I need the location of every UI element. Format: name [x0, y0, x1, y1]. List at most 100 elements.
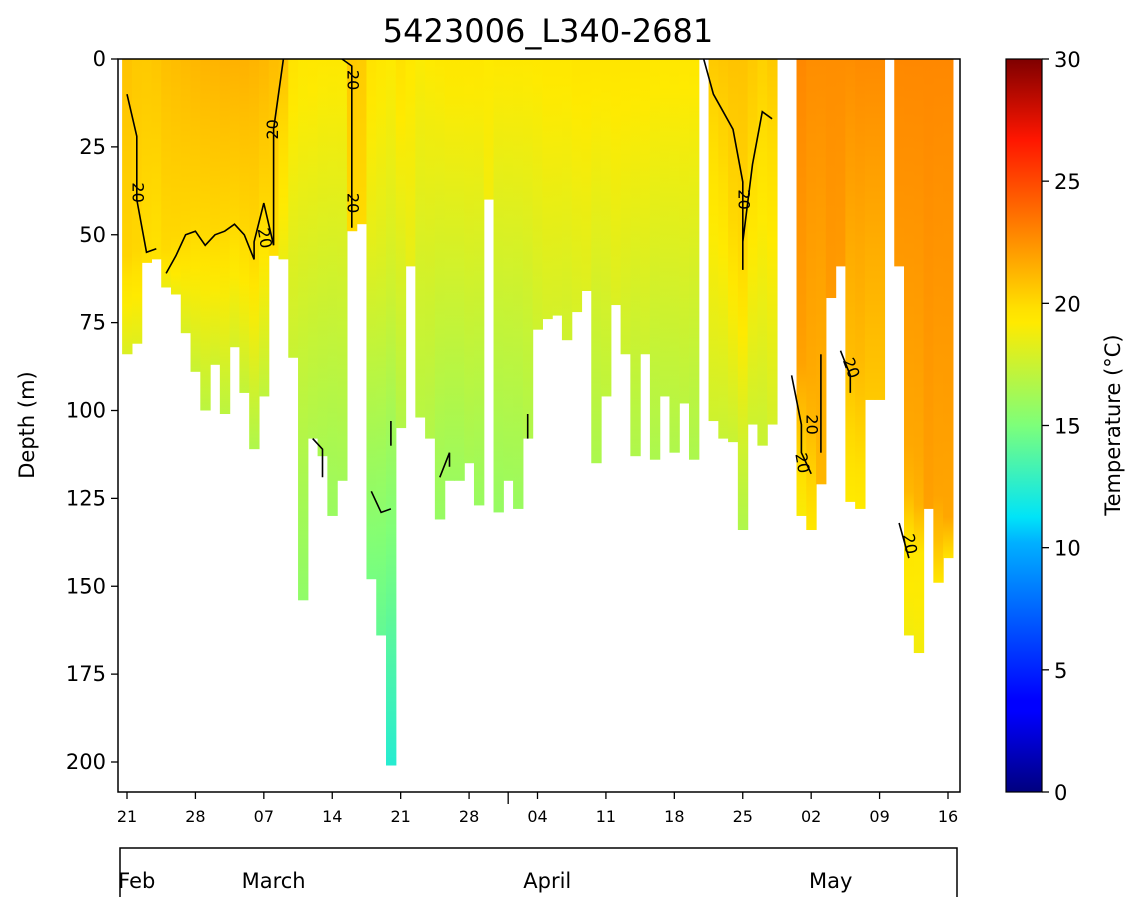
isotherm-label: 20 — [343, 193, 362, 213]
profile-column — [327, 59, 338, 516]
profile-column — [258, 59, 270, 397]
profile-column — [894, 59, 905, 267]
profile-column — [151, 59, 162, 260]
profile-column — [161, 59, 172, 288]
x-tick-label: 11 — [596, 807, 616, 826]
profile-column — [522, 59, 534, 439]
y-tick-label: 100 — [66, 399, 106, 423]
x-axis: 21 28 07 14 21 28 04 11 18 25 02 09 16 — [117, 792, 958, 826]
y-tick-label: 200 — [66, 750, 106, 774]
x-tick-label: 21 — [390, 807, 410, 826]
colorbar-ticks: 0 5 10 15 20 25 30 — [1042, 48, 1081, 805]
profile-column — [913, 59, 925, 654]
x-tick-label: 14 — [322, 807, 342, 826]
month-label: April — [523, 869, 571, 893]
x-tick-label: 07 — [254, 807, 274, 826]
colorbar-tick-label: 15 — [1054, 415, 1081, 439]
x-tick-label: 04 — [527, 807, 547, 826]
y-tick-label: 0 — [93, 47, 106, 71]
profile-column — [718, 59, 729, 439]
chart-title: 5423006_L340-2681 — [383, 12, 713, 50]
profile-column — [591, 59, 602, 464]
profile-column — [229, 59, 240, 348]
profile-column — [434, 59, 446, 520]
profile-column — [601, 59, 612, 397]
isotherm-line — [312, 438, 324, 478]
profile-column — [679, 59, 690, 404]
profile-column — [405, 59, 416, 267]
profile-column — [747, 59, 759, 425]
x-tick-label: 28 — [459, 807, 479, 826]
profile-column — [708, 59, 719, 422]
isotherm-label: 20 — [899, 532, 921, 555]
profile-column — [737, 59, 749, 531]
profile-column — [200, 59, 211, 411]
profile-column — [337, 59, 348, 481]
profile-column — [757, 59, 768, 446]
profile-column — [386, 59, 397, 766]
profile-column — [835, 59, 846, 267]
profile-column — [298, 59, 309, 601]
profile-column — [317, 59, 328, 457]
profile-column — [728, 59, 739, 443]
y-tick-label: 150 — [66, 574, 106, 598]
isotherm-line — [898, 522, 910, 559]
y-axis: 0 25 50 75 100 125 150 175 200 — [66, 47, 118, 774]
x-tick-label: 16 — [938, 807, 958, 826]
y-tick-label: 75 — [79, 311, 106, 335]
profile-column — [278, 59, 289, 260]
y-axis-label: Depth (m) — [15, 371, 39, 478]
isotherm-label: 20 — [734, 189, 753, 209]
profile-column — [943, 59, 954, 559]
profile-column — [923, 59, 934, 509]
month-label: Feb — [118, 869, 155, 893]
profile-column — [513, 59, 524, 509]
y-tick-label: 125 — [66, 486, 106, 510]
isotherm-line — [370, 490, 392, 514]
isotherm-line — [790, 375, 812, 475]
profile-column — [454, 59, 465, 481]
x-tick-label: 18 — [664, 807, 684, 826]
profile-column — [210, 59, 221, 365]
profile-column — [190, 59, 201, 372]
profile-column — [767, 59, 778, 425]
profile-column — [825, 59, 837, 299]
colorbar-tick-label: 0 — [1054, 781, 1067, 805]
colorbar-tick-label: 20 — [1054, 292, 1081, 316]
isotherm-label: 20 — [791, 451, 813, 474]
profile-column — [473, 59, 485, 506]
isotherm-line — [839, 350, 852, 393]
profile-column — [630, 59, 641, 457]
isotherm-label: 20 — [263, 119, 282, 139]
x-tick-label: 25 — [733, 807, 753, 826]
x-tick-label: 28 — [185, 807, 205, 826]
profile-column — [219, 59, 231, 415]
profile-column — [816, 59, 827, 485]
profile-column — [503, 59, 514, 481]
colorbar-tick-label: 5 — [1054, 659, 1067, 683]
profile-column — [610, 59, 622, 306]
isotherm-label: 20 — [128, 182, 147, 202]
colorbar-label: Temperature (°C) — [1101, 334, 1125, 516]
y-tick-label: 50 — [79, 223, 106, 247]
profile-column — [933, 59, 944, 583]
isotherm-line — [702, 59, 773, 270]
colorbar-tick-label: 25 — [1054, 170, 1081, 194]
colorbar — [1005, 58, 1043, 793]
profile-column — [493, 59, 504, 513]
profile-column — [425, 59, 436, 439]
profile-column — [640, 59, 651, 355]
profile-column — [366, 59, 377, 580]
profile-column — [307, 59, 319, 439]
isotherm-line — [165, 59, 285, 274]
profile-column — [552, 59, 563, 316]
profile-column — [141, 59, 153, 263]
profile-column — [659, 59, 671, 397]
profile-column — [688, 59, 700, 460]
profile-column — [581, 59, 592, 291]
profile-column — [239, 59, 250, 393]
isotherm-label: 20 — [343, 70, 362, 90]
profile-column — [571, 59, 583, 313]
